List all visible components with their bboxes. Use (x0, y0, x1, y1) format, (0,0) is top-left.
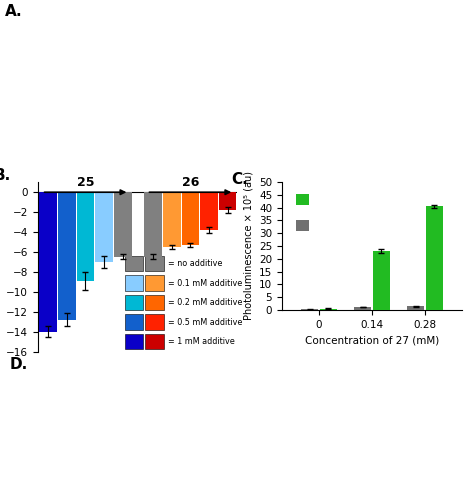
Bar (144, 192, 162, 257)
FancyBboxPatch shape (296, 194, 309, 205)
FancyBboxPatch shape (125, 295, 144, 310)
Bar (182, 192, 199, 245)
Bar (200, 192, 218, 230)
Bar (426, 206, 443, 310)
FancyBboxPatch shape (146, 256, 164, 271)
Bar (95, 192, 113, 262)
Text: 25: 25 (77, 176, 94, 189)
Bar (301, 309, 318, 310)
Text: = 0.5 mM additive: = 0.5 mM additive (168, 317, 243, 327)
Text: = no additive: = no additive (168, 259, 223, 268)
FancyBboxPatch shape (296, 220, 309, 231)
Bar (219, 192, 237, 210)
FancyBboxPatch shape (146, 334, 164, 349)
Text: C.: C. (232, 172, 248, 187)
FancyBboxPatch shape (125, 334, 144, 349)
Bar (58, 192, 76, 320)
FancyBboxPatch shape (125, 314, 144, 330)
FancyBboxPatch shape (146, 295, 164, 310)
FancyBboxPatch shape (146, 314, 164, 330)
Bar (77, 192, 94, 281)
Text: 26: 26 (182, 176, 199, 189)
Text: = 1 mM additive: = 1 mM additive (168, 337, 235, 346)
X-axis label: Concentration of 27 (mM): Concentration of 27 (mM) (305, 335, 439, 345)
Text: = 0.1 mM additive: = 0.1 mM additive (168, 278, 243, 287)
Text: = 0.2 mM additive: = 0.2 mM additive (168, 298, 243, 307)
Bar (39, 192, 57, 332)
Bar (163, 192, 181, 247)
Bar (320, 309, 337, 310)
Text: B.: B. (0, 168, 11, 184)
Y-axis label: Photoluminescence × 10⁵ (au): Photoluminescence × 10⁵ (au) (244, 172, 254, 320)
Text: D.: D. (9, 357, 28, 372)
Bar (354, 307, 371, 310)
Bar (407, 306, 424, 310)
FancyBboxPatch shape (125, 256, 144, 271)
Bar (373, 251, 390, 310)
Bar (114, 192, 132, 257)
FancyBboxPatch shape (125, 276, 144, 291)
FancyBboxPatch shape (146, 276, 164, 291)
Text: A.: A. (5, 3, 22, 19)
